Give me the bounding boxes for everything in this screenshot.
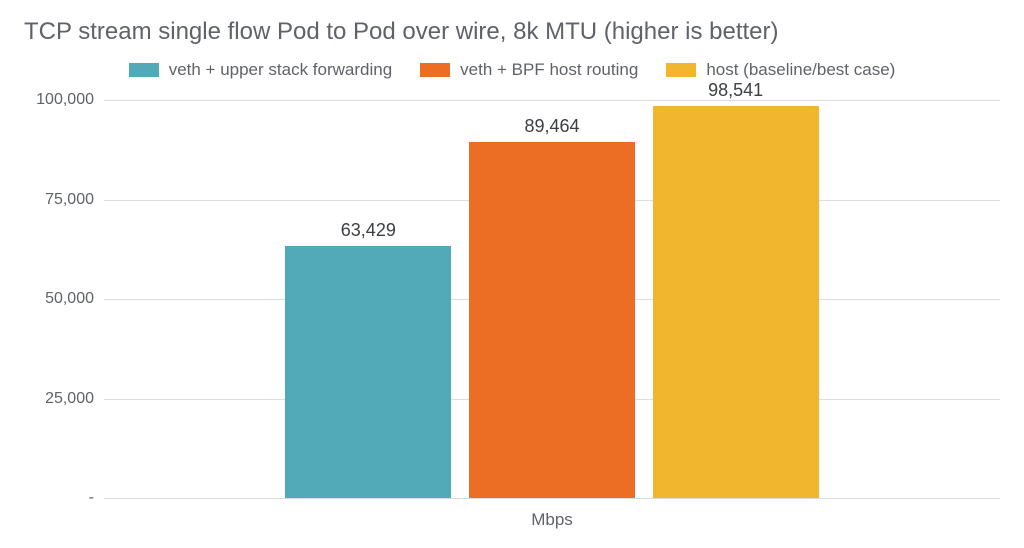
bar-label-1: 89,464 <box>469 116 635 137</box>
y-tick-75000: 75,000 <box>10 191 94 209</box>
y-tick-0: - <box>10 489 94 507</box>
legend-label-1: veth + BPF host routing <box>460 60 638 80</box>
plot-area: - 25,000 50,000 75,000 100,000 63,429 89… <box>104 100 1000 498</box>
bars-group: 63,429 89,464 98,541 <box>104 100 1000 498</box>
legend-item-2: host (baseline/best case) <box>666 60 895 80</box>
y-tick-25000: 25,000 <box>10 390 94 408</box>
y-tick-50000: 50,000 <box>10 290 94 308</box>
gridline-0 <box>104 498 1000 499</box>
legend-swatch-0 <box>129 63 159 77</box>
legend-swatch-1 <box>420 63 450 77</box>
legend-label-2: host (baseline/best case) <box>706 60 895 80</box>
bar-series-0: 63,429 <box>285 246 451 498</box>
chart-root: TCP stream single flow Pod to Pod over w… <box>0 0 1024 548</box>
legend-item-1: veth + BPF host routing <box>420 60 638 80</box>
legend-label-0: veth + upper stack forwarding <box>169 60 392 80</box>
bar-label-0: 63,429 <box>285 220 451 241</box>
chart-legend: veth + upper stack forwarding veth + BPF… <box>0 60 1024 80</box>
bar-series-2: 98,541 <box>653 106 819 498</box>
legend-item-0: veth + upper stack forwarding <box>129 60 392 80</box>
x-axis-label: Mbps <box>104 510 1000 530</box>
bar-series-1: 89,464 <box>469 142 635 498</box>
bar-label-2: 98,541 <box>653 80 819 101</box>
chart-title: TCP stream single flow Pod to Pod over w… <box>24 18 779 46</box>
legend-swatch-2 <box>666 63 696 77</box>
y-tick-100000: 100,000 <box>10 91 94 109</box>
